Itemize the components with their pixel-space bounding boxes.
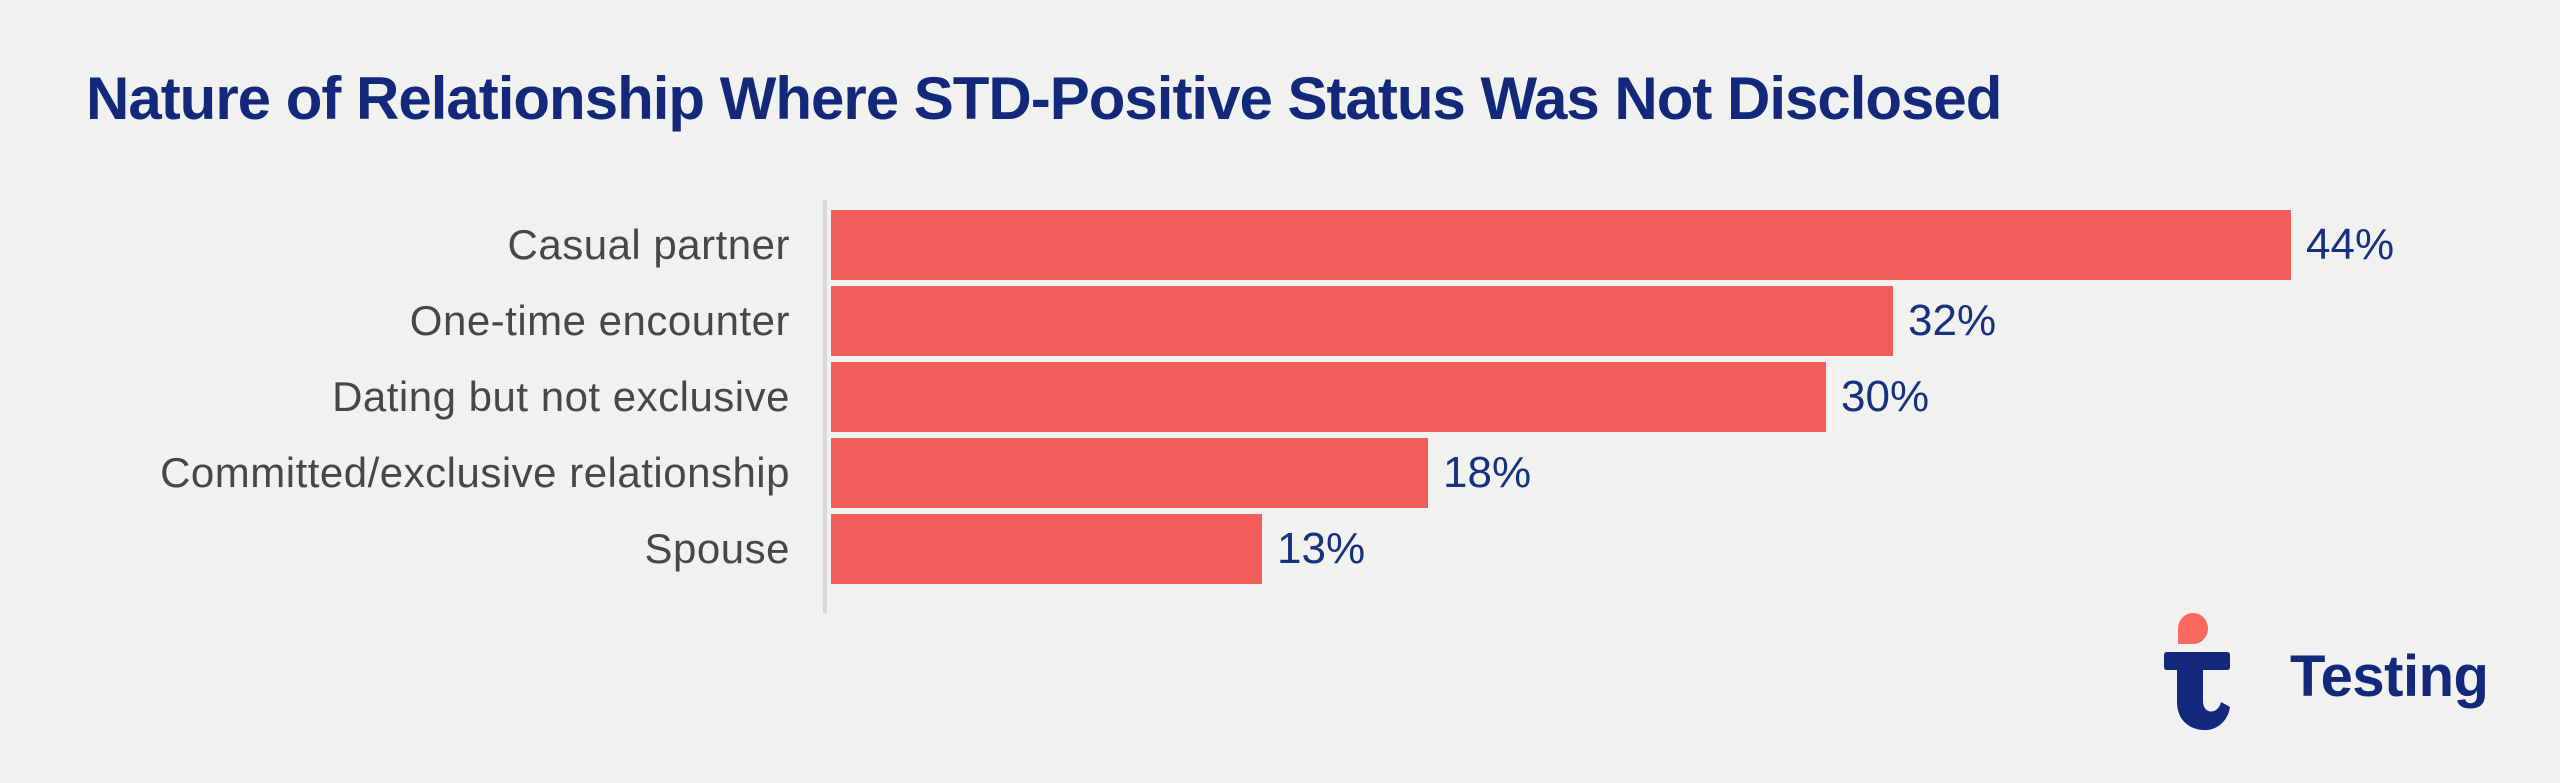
y-axis-line <box>823 200 827 613</box>
category-label: Committed/exclusive relationship <box>160 449 790 496</box>
value-label: 32% <box>1908 296 1997 345</box>
chart-row: Dating but not exclusive 30% <box>0 362 2394 432</box>
chart-row: One-time encounter 32% <box>0 286 2394 356</box>
chart-row: Casual partner 44% <box>0 210 2394 280</box>
bar <box>831 286 1893 356</box>
bar <box>831 210 2291 280</box>
bar <box>831 362 1826 432</box>
bar <box>831 514 1262 584</box>
category-label: Casual partner <box>507 221 790 268</box>
brand-logo: Testing <box>2164 613 2524 743</box>
value-label: 44% <box>2306 220 2395 269</box>
logo-droplet-icon <box>2178 613 2208 644</box>
bar <box>831 438 1428 508</box>
logo-t-icon <box>2164 652 2230 731</box>
chart-title: Nature of Relationship Where STD-Positiv… <box>86 65 2002 132</box>
value-label: 30% <box>1841 372 1930 421</box>
value-label: 18% <box>1443 448 1532 497</box>
chart-row: Spouse 13% <box>0 514 2394 584</box>
chart-row: Committed/exclusive relationship 18% <box>0 438 2394 508</box>
category-label: Spouse <box>644 525 790 572</box>
logo-text: Testing <box>2290 644 2489 709</box>
bar-chart: Casual partner 44% One-time encounter 32% Da… <box>0 210 2394 584</box>
category-label: Dating but not exclusive <box>332 373 790 420</box>
value-label: 13% <box>1277 524 1366 573</box>
category-label: One-time encounter <box>409 297 790 344</box>
